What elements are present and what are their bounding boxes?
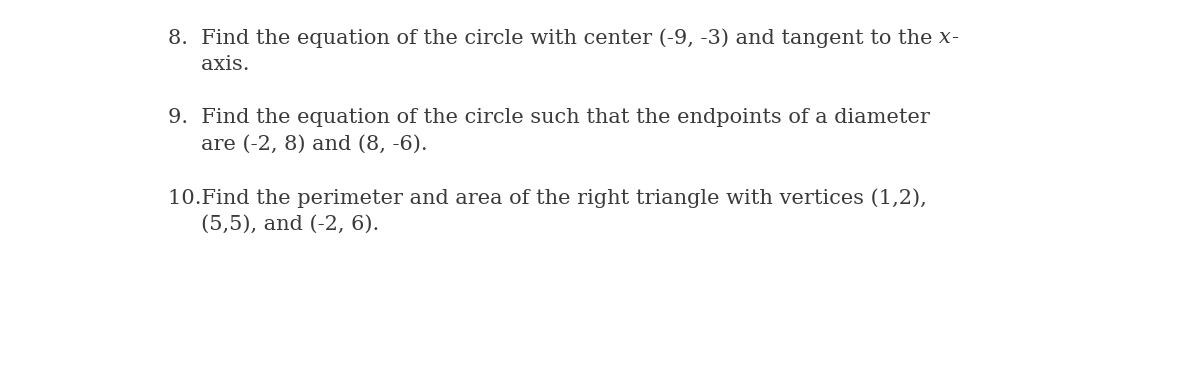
Text: axis.: axis.: [168, 55, 250, 74]
Text: 10.Find the perimeter and area of the right triangle with vertices (1,2),: 10.Find the perimeter and area of the ri…: [168, 188, 926, 208]
Text: 9.  Find the equation of the circle such that the endpoints of a diameter: 9. Find the equation of the circle such …: [168, 108, 930, 127]
Text: -: -: [950, 28, 958, 47]
Text: x: x: [940, 28, 950, 47]
Text: 8.  Find the equation of the circle with center (-9, -3) and tangent to the: 8. Find the equation of the circle with …: [168, 28, 940, 48]
Text: (5,5), and (-2, 6).: (5,5), and (-2, 6).: [168, 215, 379, 234]
Text: are (-2, 8) and (8, -6).: are (-2, 8) and (8, -6).: [168, 135, 427, 154]
